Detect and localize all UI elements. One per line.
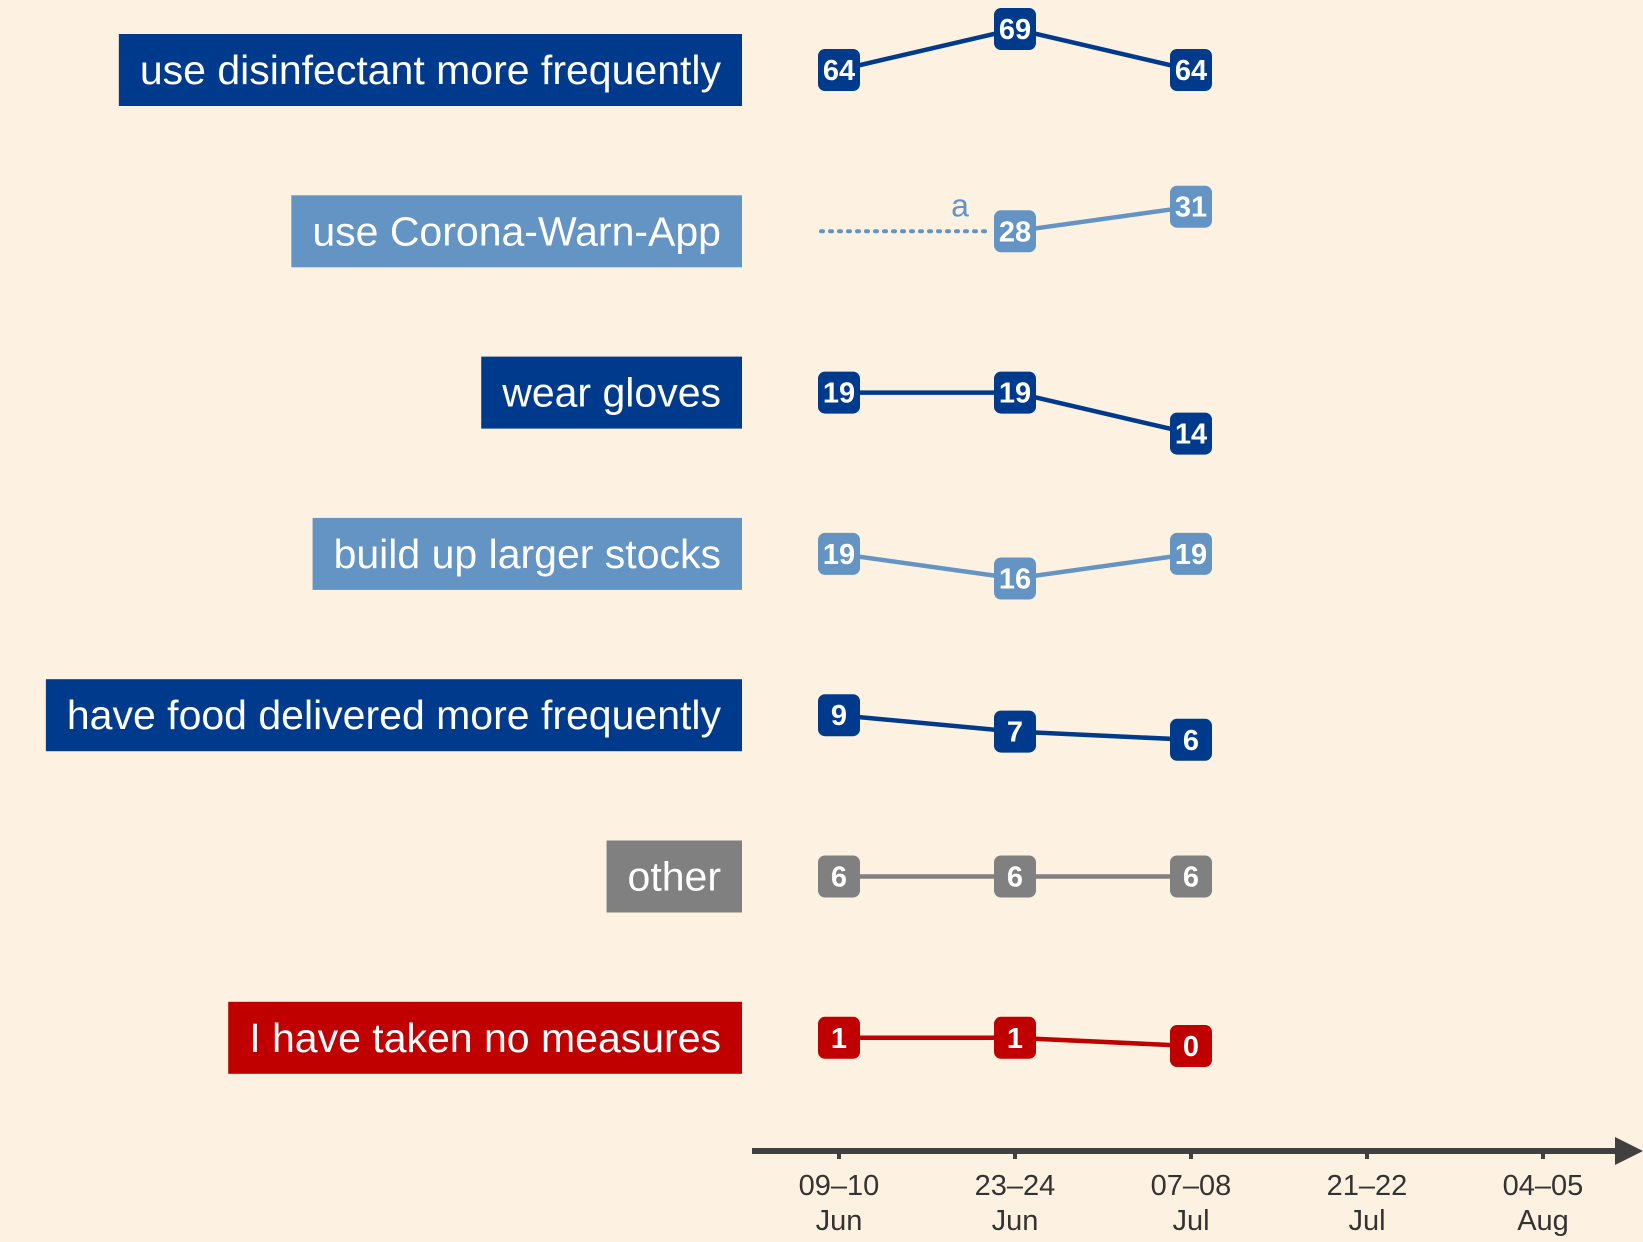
x-tick-label: 07–08 Jul — [1150, 1170, 1232, 1237]
value-box — [1170, 49, 1212, 91]
series-label: build up larger stocks — [334, 531, 721, 577]
value-box — [994, 210, 1036, 253]
series-label-box — [45, 679, 742, 752]
value-box — [818, 371, 860, 414]
value-box — [994, 557, 1036, 600]
series-row: I have taken no measures 1 1 0 — [228, 1001, 1212, 1074]
series-row: wear gloves 19 19 14 — [481, 356, 1212, 455]
series-label-box — [228, 1001, 742, 1074]
value-label: 6 — [1007, 862, 1023, 894]
value-box — [1170, 855, 1212, 898]
value-label: 0 — [1183, 1031, 1199, 1063]
series-label-box — [118, 34, 742, 106]
series-row: build up larger stocks 19 16 19 — [312, 517, 1212, 600]
value-label: 7 — [1007, 717, 1023, 749]
series-label: I have taken no measures — [249, 1015, 721, 1061]
value-box — [1170, 718, 1212, 761]
value-box — [1170, 412, 1212, 455]
series-label-box — [291, 195, 742, 268]
value-box — [994, 8, 1036, 50]
value-box — [818, 694, 860, 737]
value-box — [994, 371, 1036, 414]
value-box — [1170, 532, 1212, 575]
series-label: use disinfectant more frequently — [140, 47, 722, 93]
value-box — [994, 710, 1036, 753]
value-label: 1 — [831, 1023, 847, 1055]
value-label: 9 — [831, 700, 847, 732]
axis-arrow — [1615, 1137, 1643, 1165]
value-box — [818, 532, 860, 575]
value-label: 64 — [1175, 55, 1207, 87]
value-label: 6 — [1183, 725, 1199, 757]
value-box — [818, 1016, 860, 1059]
value-label: 28 — [999, 216, 1031, 248]
value-label: 6 — [1183, 862, 1199, 894]
series-label: have food delivered more frequently — [67, 692, 722, 738]
x-tick-label: 09–10 Jun — [798, 1170, 880, 1237]
value-label: 19 — [999, 378, 1031, 410]
series-label: other — [628, 854, 721, 900]
value-label: 64 — [823, 55, 855, 87]
value-box — [994, 1016, 1036, 1059]
value-box — [1170, 1025, 1212, 1067]
value-label: 1 — [1007, 1023, 1023, 1055]
series-label-box — [312, 517, 742, 590]
series-row: other 6 6 6 — [606, 840, 1212, 913]
value-label: 14 — [1175, 419, 1207, 451]
x-tick-label: 21–22 Jul — [1326, 1170, 1408, 1237]
series-label-box — [481, 356, 742, 429]
series-line — [1014, 204, 1192, 234]
value-label: 16 — [999, 564, 1031, 596]
annotation: a — [951, 187, 969, 223]
value-label: 31 — [1175, 192, 1207, 224]
series-row: have food delivered more frequently 9 7 6 — [45, 679, 1212, 761]
x-tick-label: 23–24 Jun — [974, 1170, 1056, 1237]
value-box — [818, 855, 860, 898]
series-row: use Corona-Warn-App a 28 31 — [291, 185, 1212, 268]
value-label: 19 — [823, 539, 855, 571]
series-label-box — [606, 840, 742, 913]
value-label: 69 — [999, 14, 1031, 46]
value-label: 19 — [1175, 539, 1207, 571]
series-label: wear gloves — [501, 370, 721, 416]
x-tick-label: 04–05 Aug — [1502, 1170, 1584, 1237]
series-label: use Corona-Warn-App — [312, 208, 721, 254]
value-label: 19 — [823, 378, 855, 410]
value-box — [818, 49, 860, 91]
value-label: 6 — [831, 862, 847, 894]
value-box — [1170, 185, 1212, 228]
series-row: use disinfectant more frequently 64 69 64 — [118, 8, 1212, 106]
value-box — [994, 855, 1036, 898]
